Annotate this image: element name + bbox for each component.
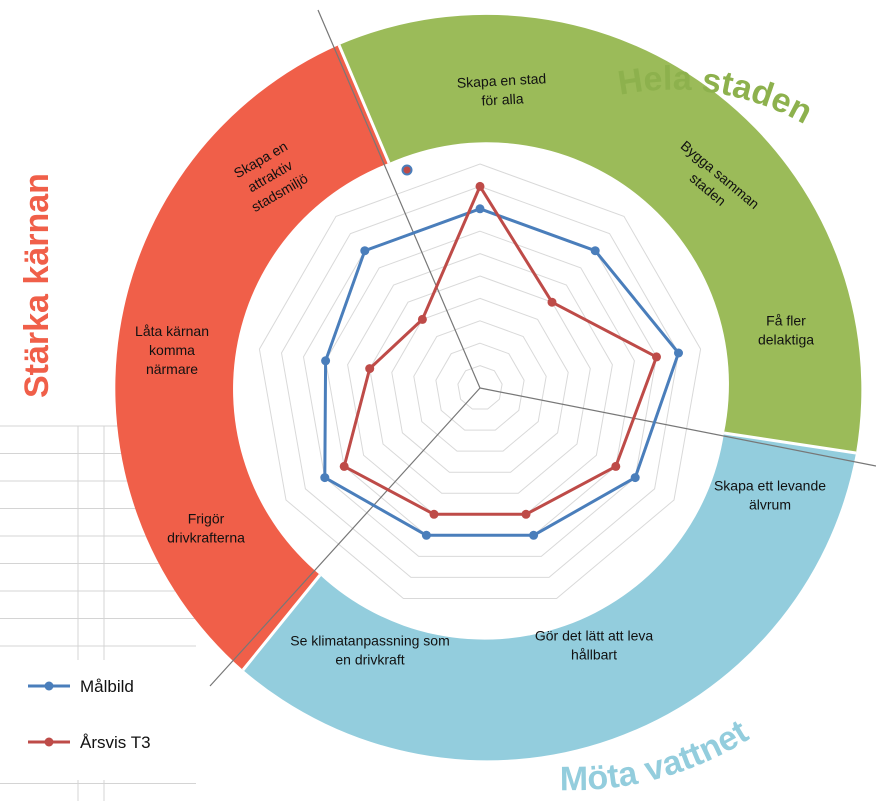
axis-label-line: hållbart <box>571 647 617 663</box>
axis-label-7: Låta kärnan komma närmare <box>135 323 209 377</box>
axis-label-5: Se klimatanpassning som en drivkraft <box>290 633 450 668</box>
axis-label-line: drivkrafterna <box>167 530 245 546</box>
axis-label-line: Skapa en stad <box>456 70 546 91</box>
data-point-arsvis-t3-8 <box>417 314 427 324</box>
axis-label-line: älvrum <box>749 497 791 513</box>
band-hela-staden <box>339 14 862 454</box>
series-layer <box>320 181 683 540</box>
data-point-arsvis-t3-4 <box>521 509 531 519</box>
band-starka-karnan <box>115 45 389 670</box>
legend-marker-arsvis-t3 <box>44 737 54 747</box>
radar-ring <box>457 365 503 410</box>
data-point-malbild-2 <box>674 348 683 358</box>
axis-label-6: Frigör drivkrafterna <box>167 511 245 546</box>
band-mota-vattnet <box>243 433 856 761</box>
section-dividers <box>209 9 876 687</box>
radar-ring <box>391 297 569 473</box>
axis-label-line: för alla <box>481 90 524 108</box>
divider-line-bottom <box>209 387 481 687</box>
data-point-arsvis-t3-1 <box>547 297 557 307</box>
radar-ring <box>258 163 702 599</box>
radar-ring <box>302 208 658 557</box>
data-point-malbild-1 <box>590 246 600 256</box>
axis-label-line: Få fler <box>766 313 806 329</box>
axis-label-line: Skapa ett levande <box>714 478 826 494</box>
radar-ring <box>413 320 547 452</box>
radar-ring <box>435 342 525 431</box>
data-point-malbild-3 <box>630 473 640 483</box>
divider-line-right <box>479 387 876 467</box>
axis-label-2: Få fler delaktiga <box>758 313 814 348</box>
stray-marker <box>401 164 413 176</box>
data-point-arsvis-t3-2 <box>652 352 661 362</box>
data-point-malbild-8 <box>360 246 370 256</box>
legend-marker-malbild <box>44 681 54 691</box>
band-title-starka-karnan: Stärka kärnan <box>18 173 56 398</box>
data-point-malbild-6 <box>320 473 330 483</box>
legend: Målbild Årsvis T3 <box>0 660 196 780</box>
legend-label-arsvis-t3: Årsvis T3 <box>80 733 151 752</box>
data-point-malbild-5 <box>421 530 431 540</box>
divider-line-top <box>317 9 481 389</box>
axis-label-line: delaktiga <box>758 332 814 348</box>
series-malbild <box>320 204 683 540</box>
series-line <box>342 184 658 516</box>
axis-label-line: en drivkraft <box>335 652 404 668</box>
axis-label-line: Frigör <box>188 511 225 527</box>
axis-label-3: Skapa ett levande älvrum <box>714 478 826 513</box>
data-point-arsvis-t3-5 <box>429 509 439 519</box>
radar-ring <box>369 275 591 494</box>
axis-label-line: komma <box>149 342 195 358</box>
axis-label-4: Gör det lätt att leva hållbart <box>535 628 653 663</box>
series-arsvis-t3 <box>339 181 661 519</box>
axis-label-line: Gör det lätt att leva <box>535 628 653 644</box>
axis-label-0: Skapa en stadför alla <box>456 70 547 110</box>
outer-ring <box>115 14 862 761</box>
data-point-arsvis-t3-6 <box>339 461 349 471</box>
axis-label-line: Låta kärnan <box>135 323 209 339</box>
data-point-arsvis-t3-7 <box>365 364 375 374</box>
axis-label-line: Se klimatanpassning som <box>290 633 450 649</box>
radar-ring <box>280 185 680 578</box>
axis-label-line: närmare <box>146 361 198 377</box>
data-point-arsvis-t3-0 <box>475 181 485 191</box>
data-point-malbild-0 <box>475 204 485 214</box>
legend-label-malbild: Målbild <box>80 677 134 696</box>
data-point-malbild-7 <box>321 356 331 366</box>
data-point-arsvis-t3-3 <box>611 461 621 471</box>
series-line <box>323 207 680 537</box>
data-point-malbild-4 <box>529 530 539 540</box>
